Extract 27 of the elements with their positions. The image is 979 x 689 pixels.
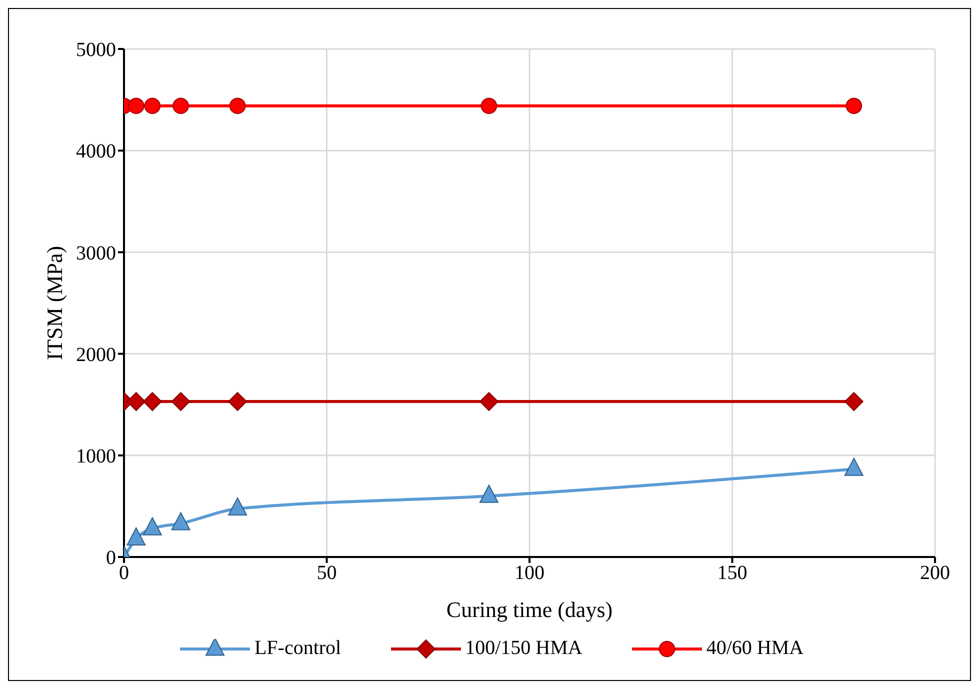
point xyxy=(144,98,161,114)
y-tick-label: 3000 xyxy=(76,242,116,264)
point xyxy=(142,517,162,536)
y-tick-label: 0 xyxy=(106,547,116,570)
point xyxy=(128,98,144,114)
point xyxy=(171,512,190,530)
y-tick-label: 4000 xyxy=(76,140,116,163)
point xyxy=(228,497,248,516)
y-tick-label: 2000 xyxy=(76,344,116,366)
point xyxy=(126,527,146,546)
y-tick-label: 5000 xyxy=(76,39,116,62)
x-tick-label: 50 xyxy=(316,562,337,584)
point xyxy=(479,484,498,503)
y-tick-label: 1000 xyxy=(76,446,116,468)
point xyxy=(229,98,246,114)
point xyxy=(846,98,862,114)
x-tick-label: 100 xyxy=(514,562,544,584)
x-tick-label: 200 xyxy=(920,562,950,584)
legend-label: LF-control xyxy=(254,637,342,660)
point xyxy=(172,98,189,114)
legend-label: 40/60 HMA xyxy=(706,637,804,660)
point xyxy=(844,458,864,476)
point xyxy=(480,98,498,114)
y-axis-title: ITSM (MPa) xyxy=(42,246,67,360)
x-tick-label: 150 xyxy=(717,562,748,584)
x-axis-title: Curing time (days) xyxy=(446,597,613,622)
legend-label: 100/150 HMA xyxy=(465,637,582,660)
